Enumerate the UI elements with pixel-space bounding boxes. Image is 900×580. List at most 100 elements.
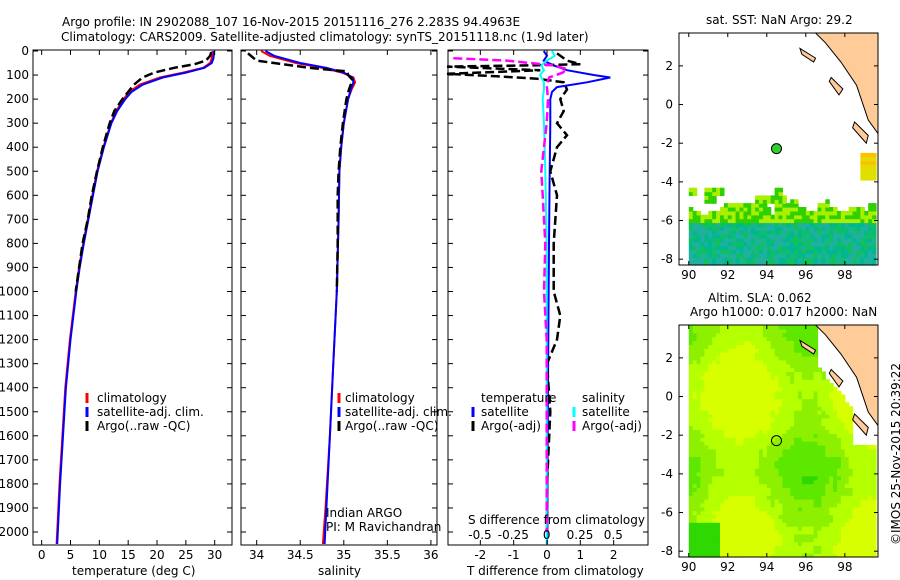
map-cell [805,553,811,558]
map-cell [708,325,713,330]
map-cell [848,518,854,523]
map-cell [817,230,822,235]
map-cell [755,214,760,220]
x-tick-label: 0 [543,548,551,562]
map-cell [747,390,752,396]
map-cell [704,214,709,220]
map-cell [688,237,694,243]
map-cell [872,203,877,208]
map-cell [782,241,787,247]
map-cell [739,491,744,496]
map-cell [704,518,709,523]
map-cell [708,425,713,430]
map-cell [755,522,760,527]
map-cell [739,355,744,361]
map-cell [739,234,744,239]
map-cell [770,371,776,376]
map-cell [805,336,811,342]
map-cell [821,234,826,239]
map-cell [817,529,822,535]
map-cell [723,352,729,357]
map-cell [735,499,741,504]
map-cell [759,325,764,330]
map-cell [833,526,838,531]
map-cell [743,214,748,220]
map-cell [720,390,725,396]
map-cell [751,237,756,243]
map-cell [778,433,783,438]
map-cell [782,444,787,450]
map-cell [798,541,803,546]
map-cell [778,406,783,411]
map-cell [809,379,815,384]
map-cell [735,518,741,523]
map-cell [759,510,764,516]
map-cell [833,471,838,477]
map-cell [856,529,861,535]
map-cell [712,379,717,384]
map-cell [751,533,756,539]
map-cell [860,460,865,465]
map-cell [751,375,756,380]
map-cell [864,549,869,554]
map-cell [688,487,694,492]
map-cell [798,386,803,392]
map-cell [805,237,811,243]
map-cell [786,475,791,481]
map-cell [743,514,748,519]
map-cell [704,222,709,227]
map-cell [790,487,795,492]
map-cell [708,526,713,531]
map-cell [786,237,791,243]
map-cell [844,237,850,243]
x2-tick-label: -0.25 [498,528,529,542]
map-cell [844,226,850,231]
map-cell [700,502,705,508]
map-cell [774,226,780,231]
x-tick-label: 36 [423,548,438,562]
map-cell [704,355,709,361]
map-cell [743,402,748,407]
map-cell [774,253,780,258]
map-cell [813,336,819,342]
map-cell [708,394,713,400]
map-cell [723,456,729,461]
map-cell [817,371,822,376]
map-cell [844,437,850,442]
map-cell [700,437,705,442]
map-cell [704,187,709,193]
map-cell [743,526,748,531]
map-cell [805,421,811,427]
map-cell [747,230,752,235]
map-cell [868,456,873,461]
map-cell [794,383,799,388]
map-cell [805,367,811,372]
map-cell [790,518,795,523]
map-cell [731,249,737,254]
map-cell [782,495,787,500]
map-cell [770,195,776,200]
map-cell [762,359,768,365]
map-cell [727,553,733,558]
map-cell [860,475,865,481]
map-cell [860,533,865,539]
map-cell [751,363,756,369]
map-cell [848,444,854,450]
y-tick-label: 2000 [0,525,29,539]
map-cell [751,421,756,427]
map-cell [813,502,819,508]
map-cell [825,495,830,500]
map-cell [739,464,744,469]
map-cell [809,402,815,407]
map-cell [739,207,744,212]
map-cell [692,332,698,338]
y-tick-label: 1400 [0,381,29,395]
map-cell [813,417,819,423]
map-cell [860,541,865,546]
map-cell [840,522,846,527]
map-cell [872,168,877,173]
map-cell [774,479,780,485]
map-y-tick-label: -2 [661,136,673,150]
map-cell [731,241,737,247]
